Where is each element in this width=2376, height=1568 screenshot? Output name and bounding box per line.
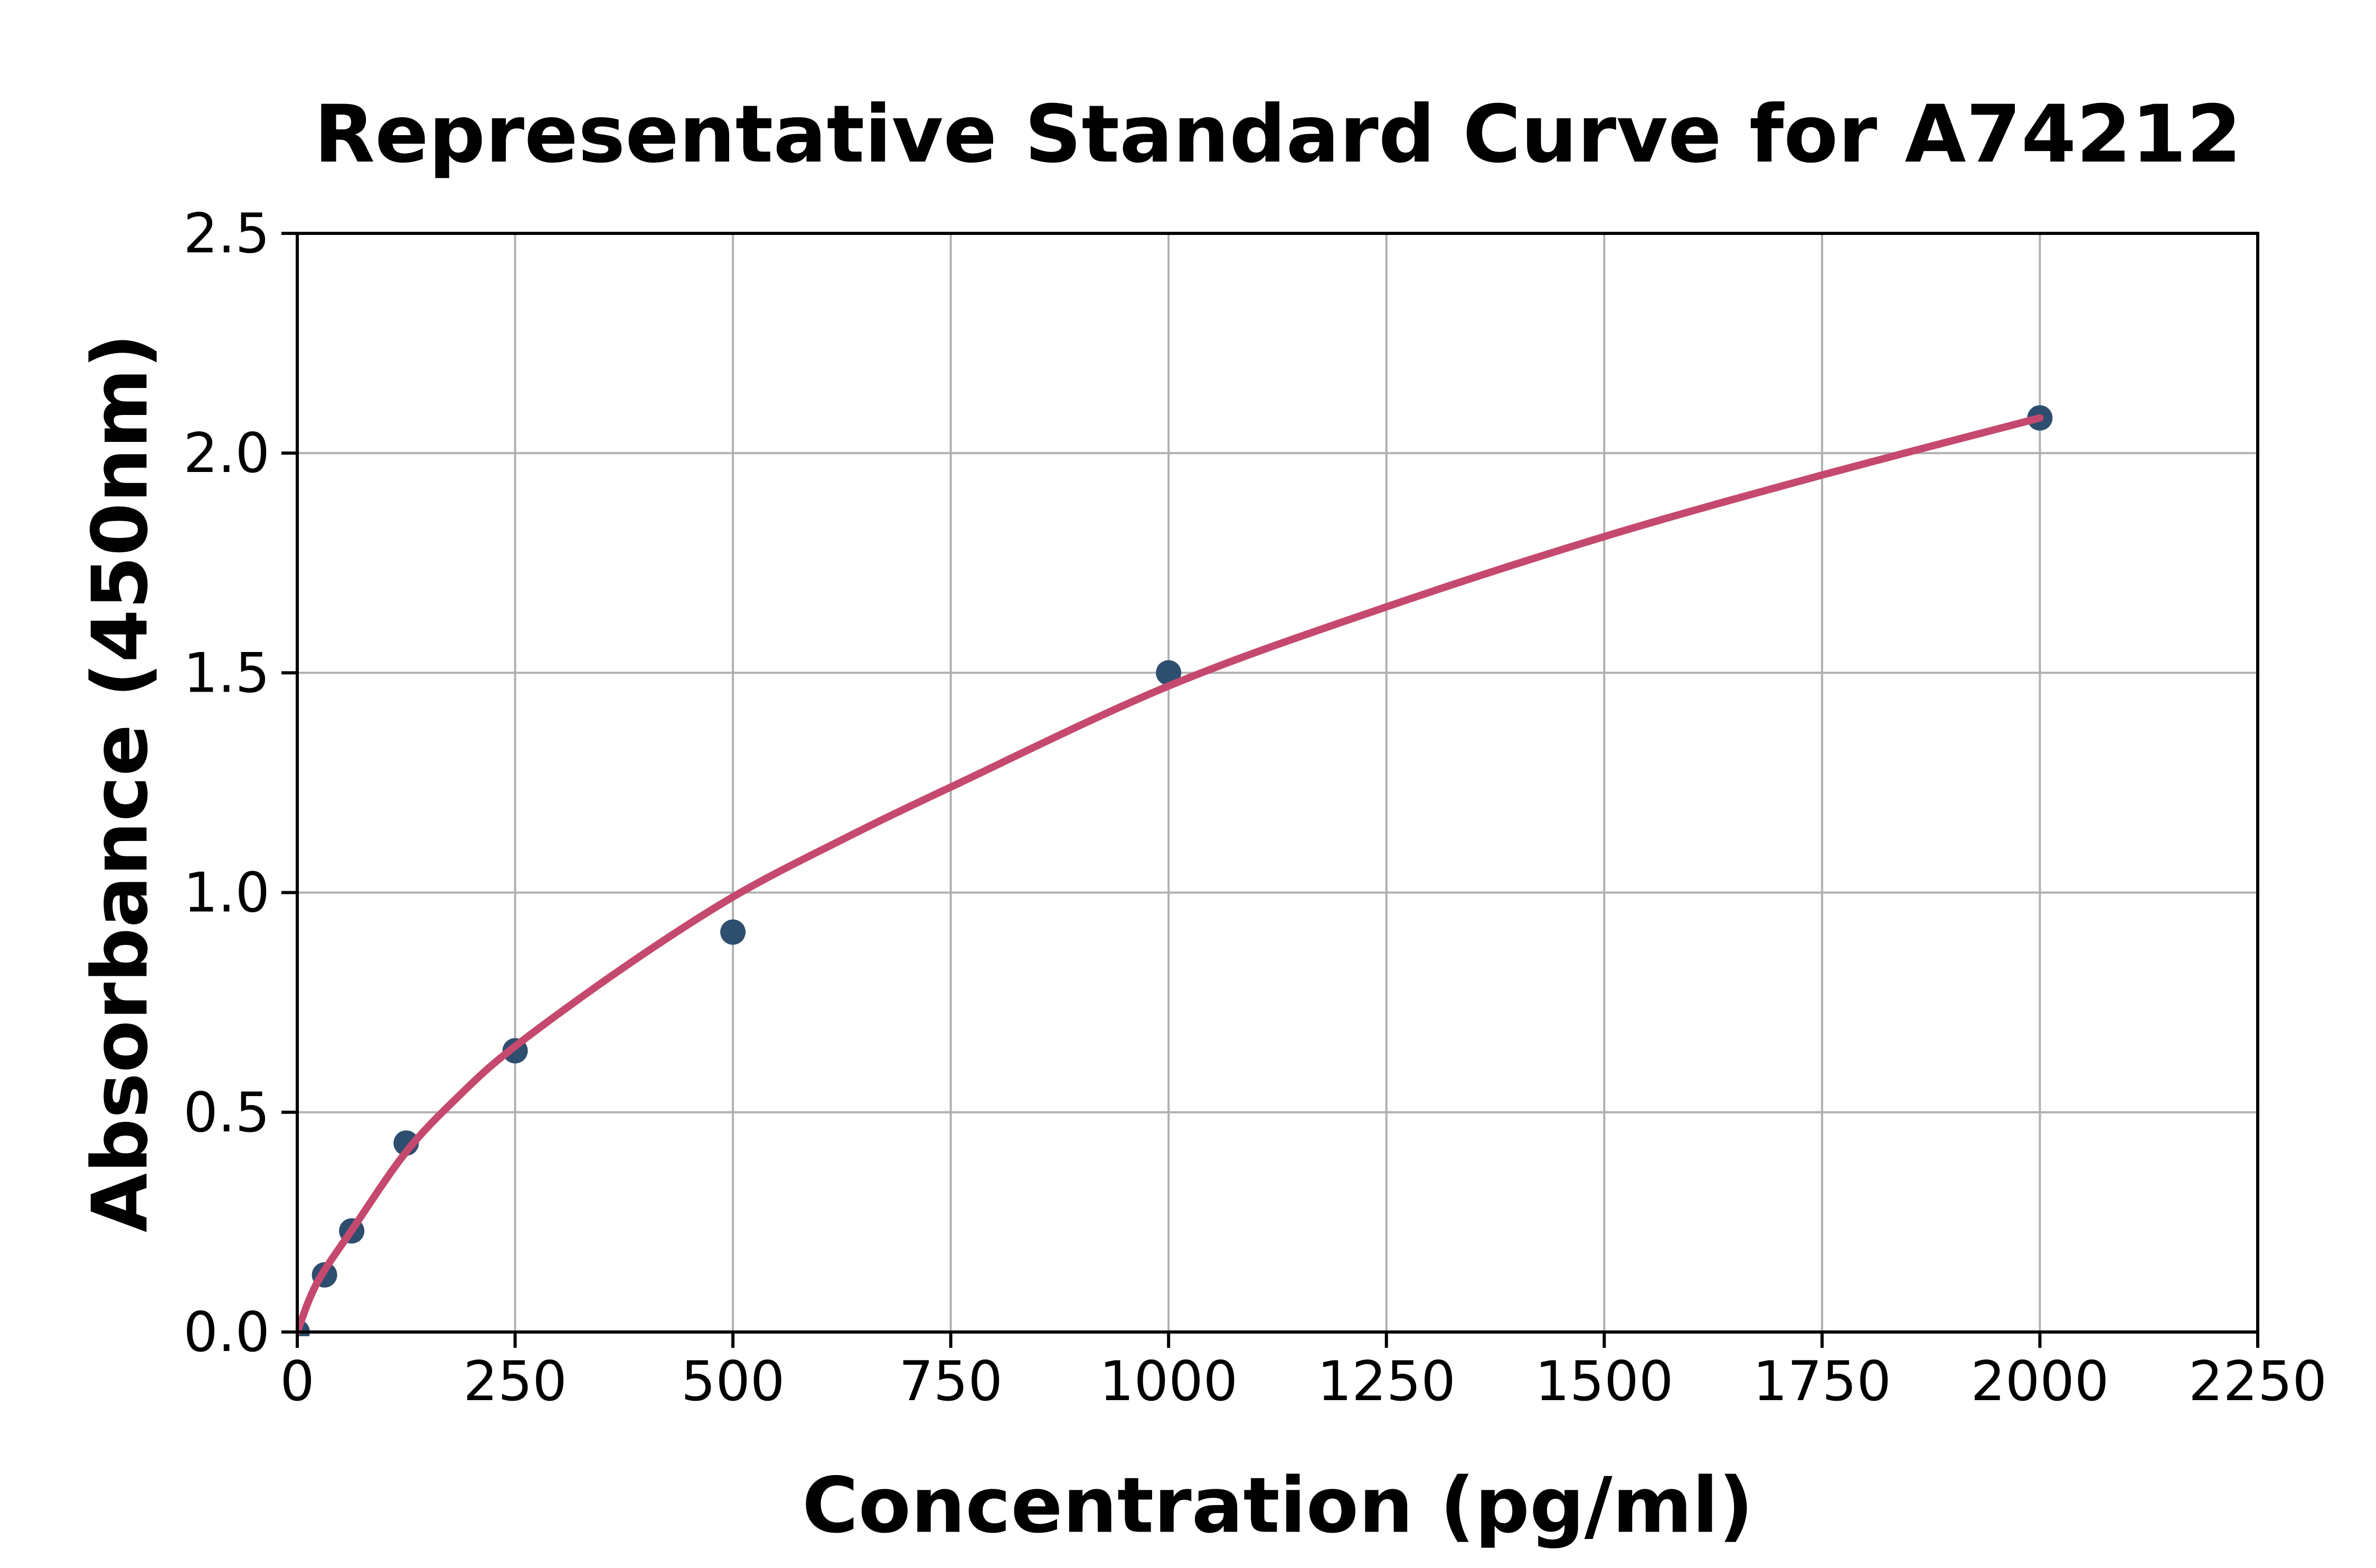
x-tick-label: 500 [681, 1350, 785, 1413]
x-tick-label: 1000 [1099, 1350, 1238, 1413]
x-axis-label: Concentration (pg/ml) [802, 1461, 1753, 1551]
x-tick-label: 1750 [1753, 1350, 1891, 1413]
y-tick-label: 0.0 [183, 1301, 270, 1364]
y-tick-label: 0.5 [183, 1081, 270, 1145]
data-point [720, 919, 746, 945]
y-tick-label: 2.0 [183, 422, 270, 485]
data-point [1156, 660, 1182, 686]
x-tick-label: 750 [899, 1350, 1003, 1413]
x-tick-label: 250 [463, 1350, 567, 1413]
chart-title: Representative Standard Curve for A74212 [314, 89, 2242, 181]
x-tick-label: 2250 [2189, 1350, 2327, 1413]
y-tick-label: 1.5 [183, 641, 270, 705]
x-tick-label: 1250 [1317, 1350, 1456, 1413]
fit-curve [297, 414, 2044, 1336]
y-tick-label: 2.5 [183, 202, 270, 266]
x-tick-label: 1500 [1535, 1350, 1673, 1413]
y-tick-label: 1.0 [183, 862, 270, 925]
x-tick-label: 2000 [1970, 1350, 2109, 1413]
x-tick-label: 0 [280, 1350, 315, 1413]
axes-box [296, 232, 2259, 1334]
